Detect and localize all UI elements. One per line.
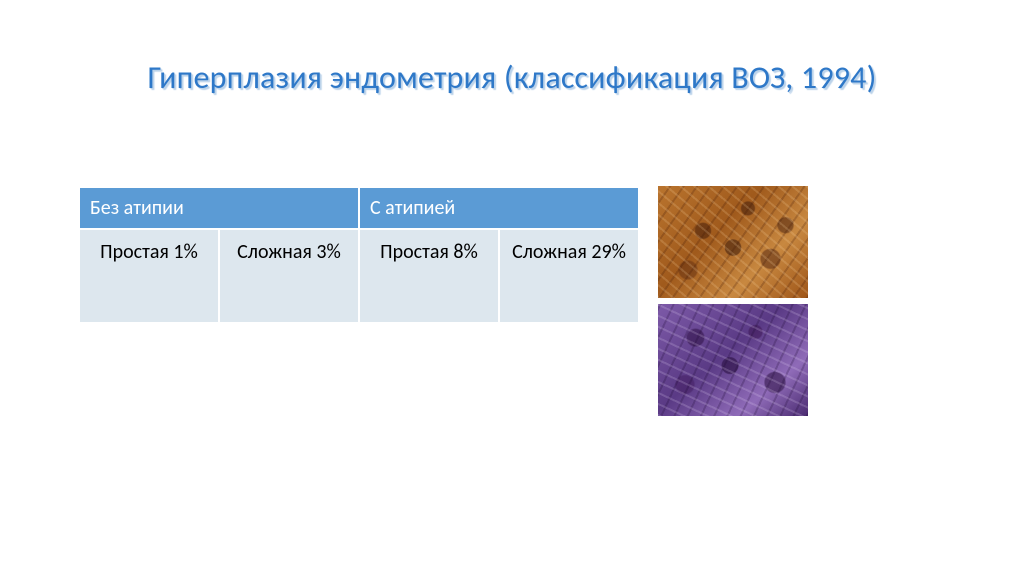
classification-table: Без атипии С атипией Простая 1% Сложная … xyxy=(78,186,640,324)
histology-image-brown xyxy=(658,186,808,298)
header-no-atypia: Без атипии xyxy=(79,187,359,229)
cell-complex-with-atypia: Сложная 29% xyxy=(499,229,639,323)
header-with-atypia: С атипией xyxy=(359,187,639,229)
cell-simple-with-atypia: Простая 8% xyxy=(359,229,499,323)
cell-complex-no-atypia: Сложная 3% xyxy=(219,229,359,323)
histology-image-purple xyxy=(658,304,808,416)
content-row: Без атипии С атипией Простая 1% Сложная … xyxy=(78,186,808,416)
table-header-row: Без атипии С атипией xyxy=(79,187,639,229)
page-title: Гиперплазия эндометрия (классификация ВО… xyxy=(0,58,1024,97)
image-column xyxy=(658,186,808,416)
cell-simple-no-atypia: Простая 1% xyxy=(79,229,219,323)
table-body-row: Простая 1% Сложная 3% Простая 8% Сложная… xyxy=(79,229,639,323)
